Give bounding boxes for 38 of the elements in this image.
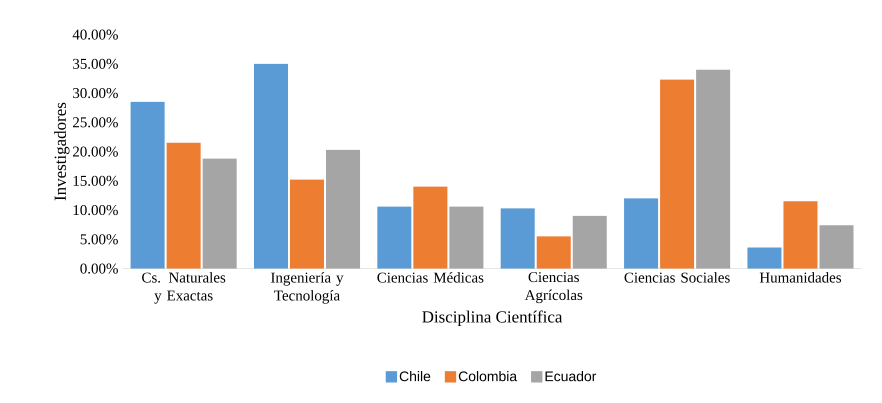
bar — [449, 206, 484, 268]
bar — [166, 142, 201, 268]
y-tick-label: 40.00% — [72, 29, 118, 40]
x-tick-label: Ciencias Agrícolas — [524, 272, 582, 304]
bar — [783, 201, 818, 268]
y-tick-label: 30.00% — [73, 88, 118, 98]
y-tick-label: 20.00% — [72, 146, 118, 157]
x-axis-title: Disciplina Científica — [422, 310, 562, 326]
bar — [500, 208, 535, 268]
x-tick-label: Cs. Naturales y Exactas — [142, 272, 226, 304]
bar — [536, 236, 571, 268]
bar — [326, 150, 360, 268]
x-tick-label: Humanidades — [760, 272, 842, 282]
y-tick-label: 5.00% — [80, 234, 118, 244]
bar — [696, 70, 730, 268]
bar — [572, 216, 607, 268]
y-tick-label: 25.00% — [72, 117, 118, 128]
y-axis-title: Investigadores — [54, 102, 70, 200]
bar — [254, 64, 288, 268]
y-tick-label: 0.00% — [80, 263, 118, 274]
y-tick-label: 15.00% — [74, 176, 118, 186]
bar — [624, 198, 658, 268]
x-tick-label: Ciencias Médicas — [377, 272, 484, 282]
x-tick-label: Ciencias Sociales — [624, 272, 730, 282]
bar — [130, 102, 165, 268]
x-tick-label: Ingeniería y Tecnología — [271, 272, 344, 304]
y-tick-label: 10.00% — [74, 204, 118, 216]
y-tick-label: 35.00% — [73, 58, 118, 69]
bar — [660, 80, 694, 268]
bar — [819, 225, 854, 268]
legend-label: Ecuador — [546, 370, 596, 382]
bar — [747, 247, 782, 268]
legend-label: Chile — [400, 370, 430, 382]
bar — [377, 206, 412, 268]
legend-label: Colombia — [458, 370, 518, 382]
bar — [290, 180, 324, 268]
bar — [413, 186, 448, 268]
bar — [202, 158, 237, 268]
